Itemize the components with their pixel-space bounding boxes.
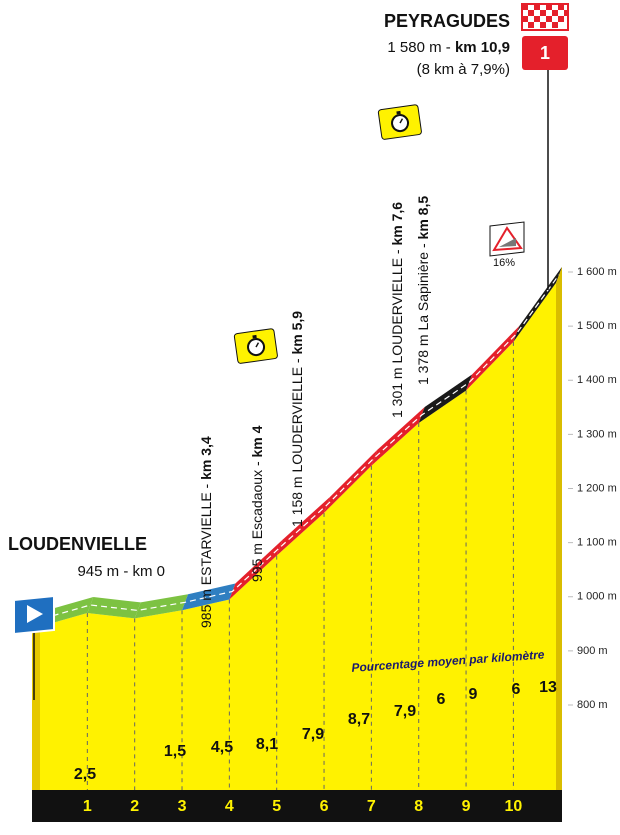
waypoint-name: 1 158 m LOUDERVIELLE - (289, 355, 305, 527)
gradient-label: 4,5 (211, 739, 233, 756)
x-tick-label: 8 (414, 798, 423, 815)
start-detail: 945 m - km 0 (77, 563, 165, 580)
gradient-label: 13 (539, 679, 557, 696)
waypoint-km: km 8,5 (415, 196, 431, 240)
waypoint-name: 1 378 m La Sapinière - (415, 239, 431, 385)
waypoint-km: km 4 (249, 425, 265, 457)
waypoint-name: 995 m Escadaoux - (249, 457, 265, 582)
gradient-label: 7,9 (302, 726, 324, 743)
gradient-label: 1,5 (164, 743, 186, 760)
waypoint-name: 1 301 m LOUDERVIELLE - (389, 246, 405, 418)
waypoint-name: 985 m ESTARVIELLE - (198, 480, 214, 628)
timing-icon (233, 328, 278, 364)
y-tick-label: 1 300 m (577, 428, 617, 440)
gradient-label: 8,1 (256, 736, 278, 753)
y-tick-label: 900 m (577, 645, 608, 657)
finish-marker-label: 1 (540, 43, 550, 63)
start-name: LOUDENVIELLE (8, 534, 147, 554)
waypoint-label: 1 378 m La Sapinière - km 8,5 (415, 196, 431, 385)
waypoint-label: 995 m Escadaoux - km 4 (249, 425, 265, 582)
x-tick-label: 3 (178, 798, 187, 815)
x-tick-label: 9 (462, 798, 471, 815)
y-tick-label: 1 100 m (577, 537, 617, 549)
finish-name: PEYRAGUDES (384, 11, 510, 31)
gradient-label: 9 (469, 686, 478, 703)
waypoint-km: km 7,6 (389, 202, 405, 246)
profile-side (32, 626, 40, 790)
gradient-label: 6 (512, 681, 521, 698)
gradient-label: 7,9 (394, 703, 416, 720)
waypoint-label: 1 158 m LOUDERVIELLE - km 5,9 (289, 311, 305, 527)
finish-detail: 1 580 m - km 10,9 (387, 39, 510, 56)
profile-end (556, 266, 562, 790)
profile-centre-line (42, 274, 560, 620)
x-tick-label: 6 (320, 798, 329, 815)
x-tick-label: 4 (225, 798, 234, 815)
waypoint-km: km 3,4 (198, 436, 214, 480)
gradient-segment (276, 496, 331, 556)
profile-area (40, 282, 556, 790)
y-tick-label: 800 m (577, 699, 608, 711)
y-tick-label: 1 200 m (577, 482, 617, 494)
start-flag (13, 594, 55, 636)
gradient-label: 2,5 (74, 766, 96, 783)
y-tick-label: 1 600 m (577, 266, 617, 278)
km-bar (32, 790, 562, 822)
profile-layer (32, 266, 562, 822)
steep-label: 16% (493, 257, 515, 269)
waypoint-km: km 5,9 (289, 311, 305, 355)
gradient-label: 8,7 (348, 711, 370, 728)
y-tick-label: 1 500 m (577, 320, 617, 332)
finish-km: km 10,9 (455, 39, 510, 56)
x-tick-label: 7 (367, 798, 376, 815)
gradient-label: 6 (437, 691, 446, 708)
waypoint-label: 985 m ESTARVIELLE - km 3,4 (198, 436, 214, 628)
finish-climb: (8 km à 7,9%) (417, 61, 510, 78)
timing-icon (377, 104, 422, 140)
finish-marker (522, 36, 568, 70)
gradient-segment (182, 583, 236, 611)
steep-icon (489, 221, 525, 257)
finish-flag (521, 3, 569, 31)
y-tick-label: 1 000 m (577, 591, 617, 603)
x-tick-label: 2 (130, 798, 139, 815)
x-tick-label: 1 (83, 798, 92, 815)
y-tick-label: 1 400 m (577, 374, 617, 386)
x-tick-label: 5 (272, 798, 281, 815)
finish-elevation: 1 580 m - (387, 39, 455, 56)
waypoint-label: 1 301 m LOUDERVIELLE - km 7,6 (389, 202, 405, 418)
x-tick-label: 10 (504, 798, 522, 815)
